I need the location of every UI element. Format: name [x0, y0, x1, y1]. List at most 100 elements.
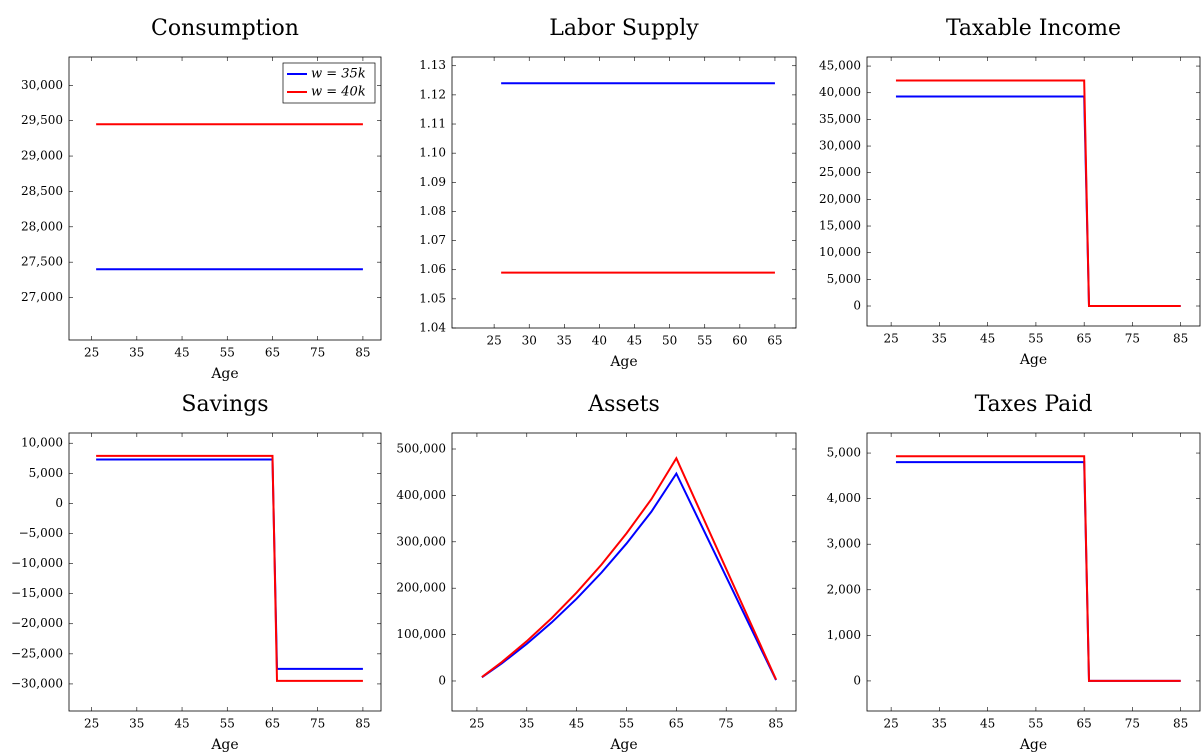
x-axis-label: Age — [609, 354, 637, 370]
x-axis-label: Age — [1019, 352, 1047, 368]
plot-frame — [866, 56, 1201, 327]
y-tick-label: 2,000 — [827, 582, 861, 596]
y-tick-label: 1.08 — [419, 204, 446, 218]
series-line — [895, 455, 1181, 682]
legend-label: w = 40k — [311, 85, 366, 100]
y-tick-label: 1.04 — [419, 321, 446, 335]
y-tick-label: 29,500 — [21, 113, 63, 127]
y-tick-label: 1.07 — [419, 233, 446, 247]
x-tick-label: 35 — [932, 717, 947, 731]
x-tick-label: 85 — [1173, 332, 1188, 346]
y-tick-label: 35,000 — [819, 112, 861, 126]
series-line — [481, 471, 777, 681]
x-tick-label: 75 — [310, 717, 325, 731]
y-tick-label: 28,000 — [21, 219, 63, 233]
y-tick-label: 15,000 — [819, 219, 861, 233]
x-tick-label: 45 — [174, 717, 189, 731]
y-tick-label: 27,500 — [21, 255, 63, 269]
x-tick-label: 35 — [519, 717, 534, 731]
x-tick-label: 25 — [84, 346, 99, 360]
series-line — [96, 458, 363, 670]
y-tick-label: 27,000 — [21, 290, 63, 304]
x-tick-label: 55 — [220, 346, 235, 360]
x-tick-label: 55 — [220, 717, 235, 731]
y-tick-label: 5,000 — [827, 446, 861, 460]
x-axis-label: Age — [609, 737, 637, 753]
x-tick-label: 85 — [355, 346, 370, 360]
y-tick-label: 300,000 — [396, 534, 446, 548]
y-tick-label: 4,000 — [827, 491, 861, 505]
y-tick-label: 25,000 — [819, 165, 861, 179]
y-tick-label: 3,000 — [827, 537, 861, 551]
x-tick-label: 35 — [129, 717, 144, 731]
x-tick-label: 75 — [310, 346, 325, 360]
plot-frame — [451, 432, 797, 712]
y-tick-label: 1.13 — [419, 58, 446, 72]
y-tick-label: 20,000 — [819, 192, 861, 206]
x-tick-label: 65 — [1077, 717, 1092, 731]
plot-frame — [68, 432, 382, 712]
x-axis-label: Age — [210, 366, 238, 382]
x-tick-label: 35 — [557, 334, 572, 348]
y-tick-label: 0 — [55, 496, 63, 510]
x-tick-label: 25 — [469, 717, 484, 731]
x-tick-label: 25 — [883, 332, 898, 346]
x-tick-label: 50 — [662, 334, 677, 348]
legend-label: w = 35k — [311, 67, 366, 82]
x-tick-label: 75 — [1125, 332, 1140, 346]
x-tick-label: 65 — [669, 717, 684, 731]
y-tick-label: 28,500 — [21, 184, 63, 198]
x-tick-label: 25 — [486, 334, 501, 348]
x-tick-label: 40 — [592, 334, 607, 348]
y-tick-label: 30,000 — [21, 78, 63, 92]
y-tick-label: 29,000 — [21, 149, 63, 163]
legend-box — [282, 62, 376, 104]
x-tick-label: 45 — [980, 717, 995, 731]
plot-frame — [68, 56, 382, 341]
y-tick-label: 40,000 — [819, 85, 861, 99]
y-tick-label: 10,000 — [819, 245, 861, 259]
y-tick-label: 1.05 — [419, 291, 446, 305]
y-tick-label: 1.10 — [419, 146, 446, 160]
series-line — [895, 95, 1181, 308]
x-tick-label: 75 — [1125, 717, 1140, 731]
plot-frame — [451, 56, 797, 329]
y-tick-label: 5,000 — [827, 272, 861, 286]
y-tick-label: 400,000 — [396, 488, 446, 502]
x-axis-label: Age — [210, 737, 238, 753]
y-tick-label: 0 — [853, 673, 861, 687]
y-tick-label: 200,000 — [396, 581, 446, 595]
y-tick-label: 500,000 — [396, 442, 446, 456]
x-tick-label: 55 — [697, 334, 712, 348]
x-tick-label: 65 — [767, 334, 782, 348]
y-tick-label: 0 — [853, 299, 861, 313]
x-tick-label: 85 — [355, 717, 370, 731]
y-tick-label: 1.06 — [419, 262, 446, 276]
series-line — [481, 456, 777, 681]
x-tick-label: 25 — [84, 717, 99, 731]
x-tick-label: 65 — [265, 717, 280, 731]
chart-title: Savings — [181, 392, 268, 417]
x-tick-label: 65 — [1077, 332, 1092, 346]
chart-title: Assets — [587, 392, 660, 417]
x-tick-label: 85 — [1173, 717, 1188, 731]
x-tick-label: 45 — [980, 332, 995, 346]
x-axis-label: Age — [1019, 737, 1047, 753]
y-tick-label: −5,000 — [19, 526, 63, 540]
x-tick-label: 55 — [1028, 717, 1043, 731]
y-tick-label: 45,000 — [819, 59, 861, 73]
x-tick-label: 45 — [627, 334, 642, 348]
plot-frame — [866, 432, 1201, 712]
x-tick-label: 55 — [1028, 332, 1043, 346]
y-tick-label: −10,000 — [11, 556, 63, 570]
x-tick-label: 85 — [768, 717, 783, 731]
y-tick-label: 0 — [438, 673, 446, 687]
x-tick-label: 75 — [719, 717, 734, 731]
chart-title: Consumption — [151, 16, 299, 41]
y-tick-label: 1.12 — [419, 87, 446, 101]
series-line — [895, 461, 1181, 682]
y-tick-label: −15,000 — [11, 586, 63, 600]
y-tick-label: 5,000 — [29, 466, 63, 480]
y-tick-label: −20,000 — [11, 616, 63, 630]
